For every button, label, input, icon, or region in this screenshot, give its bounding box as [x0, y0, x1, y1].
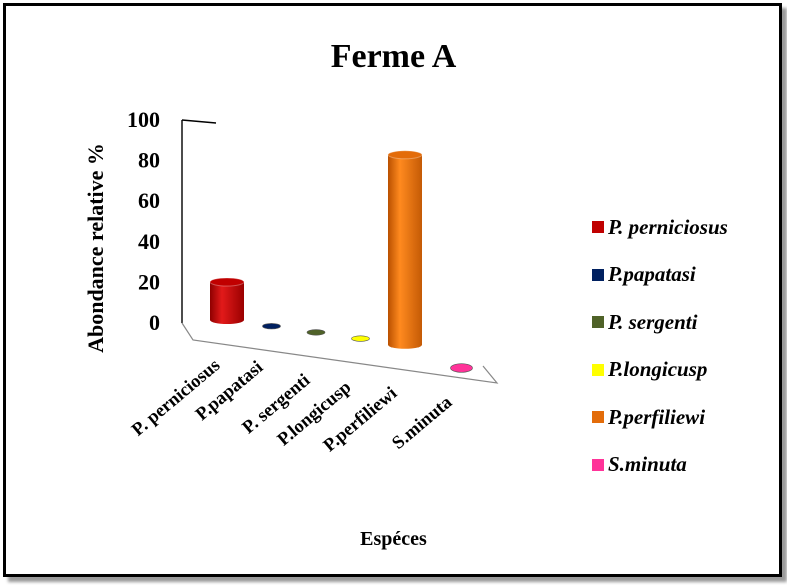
y-tick-label: 0: [149, 310, 160, 335]
legend-label: P. sergenti: [608, 309, 698, 334]
bar: [306, 329, 326, 336]
legend-item: P.perfiliewi: [592, 397, 728, 437]
x-tick-label: S.minuta: [389, 393, 457, 454]
legend-swatch: [592, 316, 604, 329]
legend-swatch: [592, 363, 604, 376]
bar: [262, 323, 281, 330]
chart-title: Ferme A: [330, 38, 457, 75]
legend-label: P. perniciosus: [608, 214, 728, 239]
legend: P. perniciosus P.papatasi P. sergenti P.…: [592, 207, 728, 493]
legend-label: P.perfiliewi: [608, 404, 706, 429]
legend-item: P. perniciosus: [592, 207, 728, 247]
legend-swatch: [592, 458, 604, 471]
legend-label: P.longicusp: [608, 357, 708, 382]
legend-item: P.papatasi: [592, 255, 728, 295]
bar-top: [387, 150, 423, 160]
bar: [388, 154, 422, 349]
legend-swatch: [592, 411, 604, 424]
legend-item: P.longicusp: [592, 350, 728, 390]
legend-swatch: [592, 221, 604, 233]
y-tick-label: 20: [138, 269, 160, 294]
y-tick-label: 80: [138, 148, 160, 173]
floor-edge: [181, 322, 499, 384]
legend-item: P. sergenti: [592, 302, 728, 342]
bar-top: [209, 277, 245, 287]
bar: [450, 363, 473, 373]
y-axis-top-edge: [181, 119, 217, 124]
y-tick-label: 40: [138, 229, 160, 254]
y-tick-label: 100: [127, 107, 160, 132]
legend-item: S.minuta: [592, 445, 728, 485]
legend-swatch: [592, 268, 604, 281]
legend-label: P.papatasi: [608, 262, 696, 287]
y-tick-label: 60: [138, 188, 160, 213]
legend-label: S.minuta: [608, 452, 687, 477]
bar: [351, 335, 370, 342]
bar: [210, 281, 244, 324]
x-axis-label: Espéces: [360, 528, 427, 550]
